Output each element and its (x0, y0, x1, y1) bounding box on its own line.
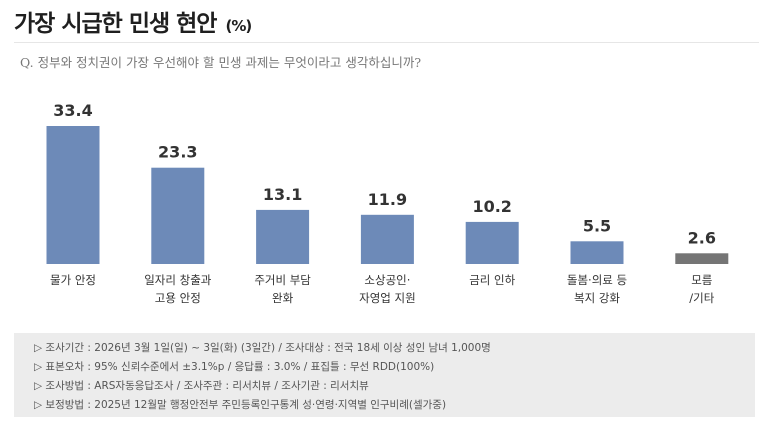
survey-question: Q. 정부와 정치권이 가장 우선해야 할 민생 과제는 무엇이라고 생각하십니… (20, 55, 422, 70)
chart-unit: (%) (225, 17, 252, 35)
category-label-2-1: 완화 (272, 291, 294, 305)
category-label-1-0: 일자리 창출과 (144, 273, 212, 287)
bar-5 (570, 241, 624, 264)
data-label-2: 13.1 (263, 185, 302, 204)
category-label-5-0: 돌봄·의료 등 (567, 273, 627, 287)
note-weighting: ▷ 보정방법 : 2025년 12월말 행정안전부 주민등록인구통계 성·연령·… (34, 399, 447, 411)
category-label-6-0: 모름 (691, 273, 712, 287)
survey-notes-box: ▷ 조사기간 : 2026년 3월 1일(일) ~ 3일(화) (3일간) / … (14, 333, 755, 417)
category-label-2-0: 주거비 부담 (254, 273, 311, 287)
category-label-0-0: 물가 안정 (50, 273, 96, 287)
category-label-1-1: 고용 안정 (155, 291, 201, 305)
bar-1 (151, 167, 205, 264)
bar-6 (675, 253, 729, 264)
data-label-1: 23.3 (158, 143, 197, 162)
note-sampling-error: ▷ 표본오차 : 95% 신뢰수준에서 ±3.1%p / 응답률 : 3.0% … (34, 361, 435, 373)
note-survey-method: ▷ 조사방법 : ARS자동응답조사 / 조사주관 : 리서치뷰 / 조사기관 … (34, 380, 369, 392)
bar-4 (465, 221, 519, 264)
category-label-3-0: 소상공인· (364, 273, 410, 287)
chart-title: 가장 시급한 민생 현안 (%) (14, 4, 252, 38)
title-divider (14, 42, 759, 43)
note-survey-period: ▷ 조사기간 : 2026년 3월 1일(일) ~ 3일(화) (3일간) / … (34, 342, 491, 354)
bar-0 (46, 126, 100, 264)
data-label-5: 5.5 (583, 216, 611, 235)
data-label-0: 33.4 (53, 101, 92, 120)
bar-3 (360, 214, 414, 264)
bar-2 (256, 209, 310, 264)
category-label-3-1: 자영업 지원 (359, 291, 416, 305)
chart-title-text: 가장 시급한 민생 현안 (14, 11, 217, 37)
category-label-5-1: 복지 강화 (574, 291, 620, 305)
category-label-6-1: /기타 (689, 291, 714, 305)
category-label-4-0: 금리 인하 (469, 273, 515, 287)
data-label-6: 2.6 (688, 228, 716, 247)
data-label-4: 10.2 (472, 197, 511, 216)
data-label-3: 11.9 (368, 190, 407, 209)
